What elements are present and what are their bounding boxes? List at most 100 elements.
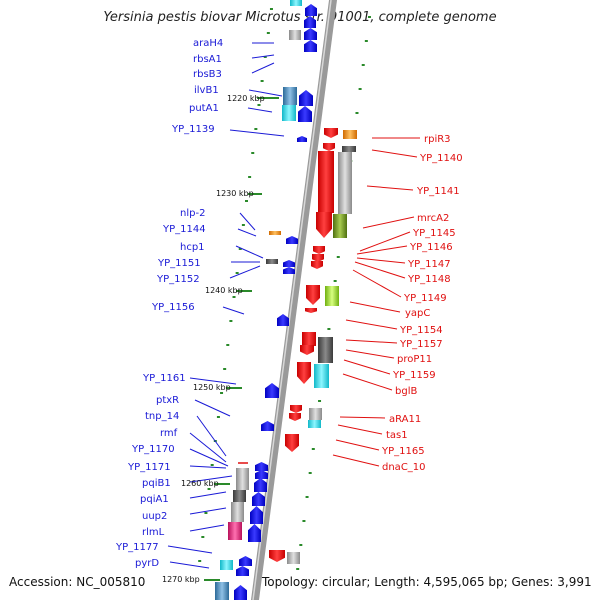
gc-tick <box>311 448 315 450</box>
gene-label-proP11[interactable]: proP11 <box>397 354 432 365</box>
gc-tick <box>210 464 214 466</box>
kbp-tick-1250: 1250 kbp <box>193 383 231 392</box>
gene-label-YP_1159[interactable]: YP_1159 <box>392 370 436 381</box>
gc-tick <box>361 64 365 66</box>
gene-label-araH4[interactable]: araH4 <box>193 38 223 49</box>
gc-tick <box>232 296 236 298</box>
leader-line <box>356 245 408 255</box>
gene-label-nlp-2[interactable]: nlp-2 <box>180 208 205 219</box>
cyan-feature <box>282 105 296 121</box>
reverse-gene-arrow <box>306 285 320 305</box>
gene-label-YP_1147[interactable]: YP_1147 <box>407 259 451 270</box>
kbp-tick-1220: 1220 kbp <box>227 94 265 103</box>
gene-label-YP_1148[interactable]: YP_1148 <box>407 274 451 285</box>
orange-feature <box>269 231 281 235</box>
leader-line <box>335 439 380 451</box>
gene-label-YP_1154[interactable]: YP_1154 <box>399 325 443 336</box>
gc-tick <box>364 40 368 42</box>
leader-line <box>167 545 213 554</box>
gene-label-rmf[interactable]: rmf <box>160 428 178 439</box>
forward-gene-arrow <box>255 470 268 479</box>
gene-label-YP_1140[interactable]: YP_1140 <box>419 153 463 164</box>
reverse-gene-body <box>302 332 316 346</box>
gene-label-mrcA2[interactable]: mrcA2 <box>417 213 449 224</box>
gene-label-YP_1161[interactable]: YP_1161 <box>142 373 186 384</box>
gc-tick <box>238 248 242 250</box>
cyan-feature <box>308 420 321 428</box>
gene-label-YP_1151[interactable]: YP_1151 <box>157 258 201 269</box>
gc-tick <box>220 392 224 394</box>
gene-label-rpiR3[interactable]: rpiR3 <box>424 134 451 145</box>
backbone-highlight <box>252 0 332 600</box>
gene-label-YP_1156[interactable]: YP_1156 <box>151 302 195 313</box>
gene-label-tas1[interactable]: tas1 <box>386 430 408 441</box>
gray-feature <box>309 408 322 420</box>
forward-gene-arrow <box>304 16 316 28</box>
gene-label-YP_1177[interactable]: YP_1177 <box>115 542 159 553</box>
gene-label-dnaC_10[interactable]: dnaC_10 <box>382 462 426 473</box>
gc-tick <box>358 88 362 90</box>
gray-feature <box>236 468 249 490</box>
leader-line <box>342 373 393 391</box>
gene-label-ilvB1[interactable]: ilvB1 <box>194 85 219 96</box>
gene-label-yapC[interactable]: yapC <box>405 308 430 319</box>
gene-label-rbsB3[interactable]: rbsB3 <box>193 69 222 80</box>
kbp-tick-1230: 1230 kbp <box>216 189 254 198</box>
dark-feature <box>318 337 333 363</box>
gene-label-rlmL[interactable]: rlmL <box>142 527 165 538</box>
gene-label-YP_1170[interactable]: YP_1170 <box>131 444 175 455</box>
gc-tick <box>327 328 331 330</box>
gene-label-uup2[interactable]: uup2 <box>142 511 167 522</box>
forward-gene-arrow <box>252 492 265 506</box>
leader-line <box>366 185 414 191</box>
gene-label-YP_1171[interactable]: YP_1171 <box>127 462 171 473</box>
reverse-gene-arrow <box>312 254 324 262</box>
gene-label-putA1[interactable]: putA1 <box>189 103 219 114</box>
kbp-tick-1270: 1270 kbp <box>162 575 200 584</box>
gene-label-YP_1149[interactable]: YP_1149 <box>403 293 447 304</box>
gene-label-pyrD[interactable]: pyrD <box>135 558 159 569</box>
gene-label-aRA11[interactable]: aRA11 <box>389 414 421 425</box>
gene-label-pqiB1[interactable]: pqiB1 <box>142 478 171 489</box>
steel-feature <box>283 87 297 105</box>
leader-line <box>337 424 383 435</box>
right-gene-labels: rpiR3 YP_1140 YP_1141 mrcA2 YP_1145 YP_1… <box>381 134 463 473</box>
gene-label-YP_1152[interactable]: YP_1152 <box>156 274 200 285</box>
gc-tick <box>235 272 239 274</box>
gene-label-ptxR[interactable]: ptxR <box>156 395 179 406</box>
gene-label-YP_1146[interactable]: YP_1146 <box>409 242 453 253</box>
gc-tick <box>263 56 267 58</box>
gene-label-hcp1[interactable]: hcp1 <box>180 242 205 253</box>
cyan-feature <box>314 364 329 388</box>
gc-tick <box>204 512 208 514</box>
leader-line <box>235 245 264 259</box>
cyan-feature <box>220 560 233 570</box>
gene-label-YP_1144[interactable]: YP_1144 <box>162 224 206 235</box>
leader-line <box>345 319 398 330</box>
gene-label-tnp_14[interactable]: tnp_14 <box>145 411 179 422</box>
forward-gene-arrow <box>250 506 263 524</box>
olive-feature <box>333 214 347 238</box>
gene-label-rbsA1[interactable]: rbsA1 <box>193 54 222 65</box>
gene-label-YP_1139[interactable]: YP_1139 <box>171 124 215 135</box>
leader-line <box>169 561 210 569</box>
leader-line <box>362 216 415 229</box>
gene-label-pqiA1[interactable]: pqiA1 <box>140 494 169 505</box>
gene-label-YP_1157[interactable]: YP_1157 <box>399 339 443 350</box>
left-leader-lines <box>167 42 285 569</box>
gene-label-YP_1165[interactable]: YP_1165 <box>381 446 425 457</box>
gray-feature <box>289 30 301 40</box>
gc-tick <box>336 256 340 258</box>
forward-gene-arrow <box>277 314 289 326</box>
gene-label-YP_1145[interactable]: YP_1145 <box>412 228 456 239</box>
reverse-gene-arrow <box>300 345 314 355</box>
gene-label-YP_1141[interactable]: YP_1141 <box>416 186 460 197</box>
forward-gene-arrow <box>261 421 274 431</box>
leader-line <box>194 399 231 417</box>
forward-gene-arrow <box>298 106 312 122</box>
gc-tick <box>308 472 312 474</box>
leader-line <box>189 448 229 467</box>
forward-gene-arrow <box>286 236 298 244</box>
gene-label-bglB[interactable]: bglB <box>395 386 417 397</box>
leader-line <box>189 524 225 532</box>
